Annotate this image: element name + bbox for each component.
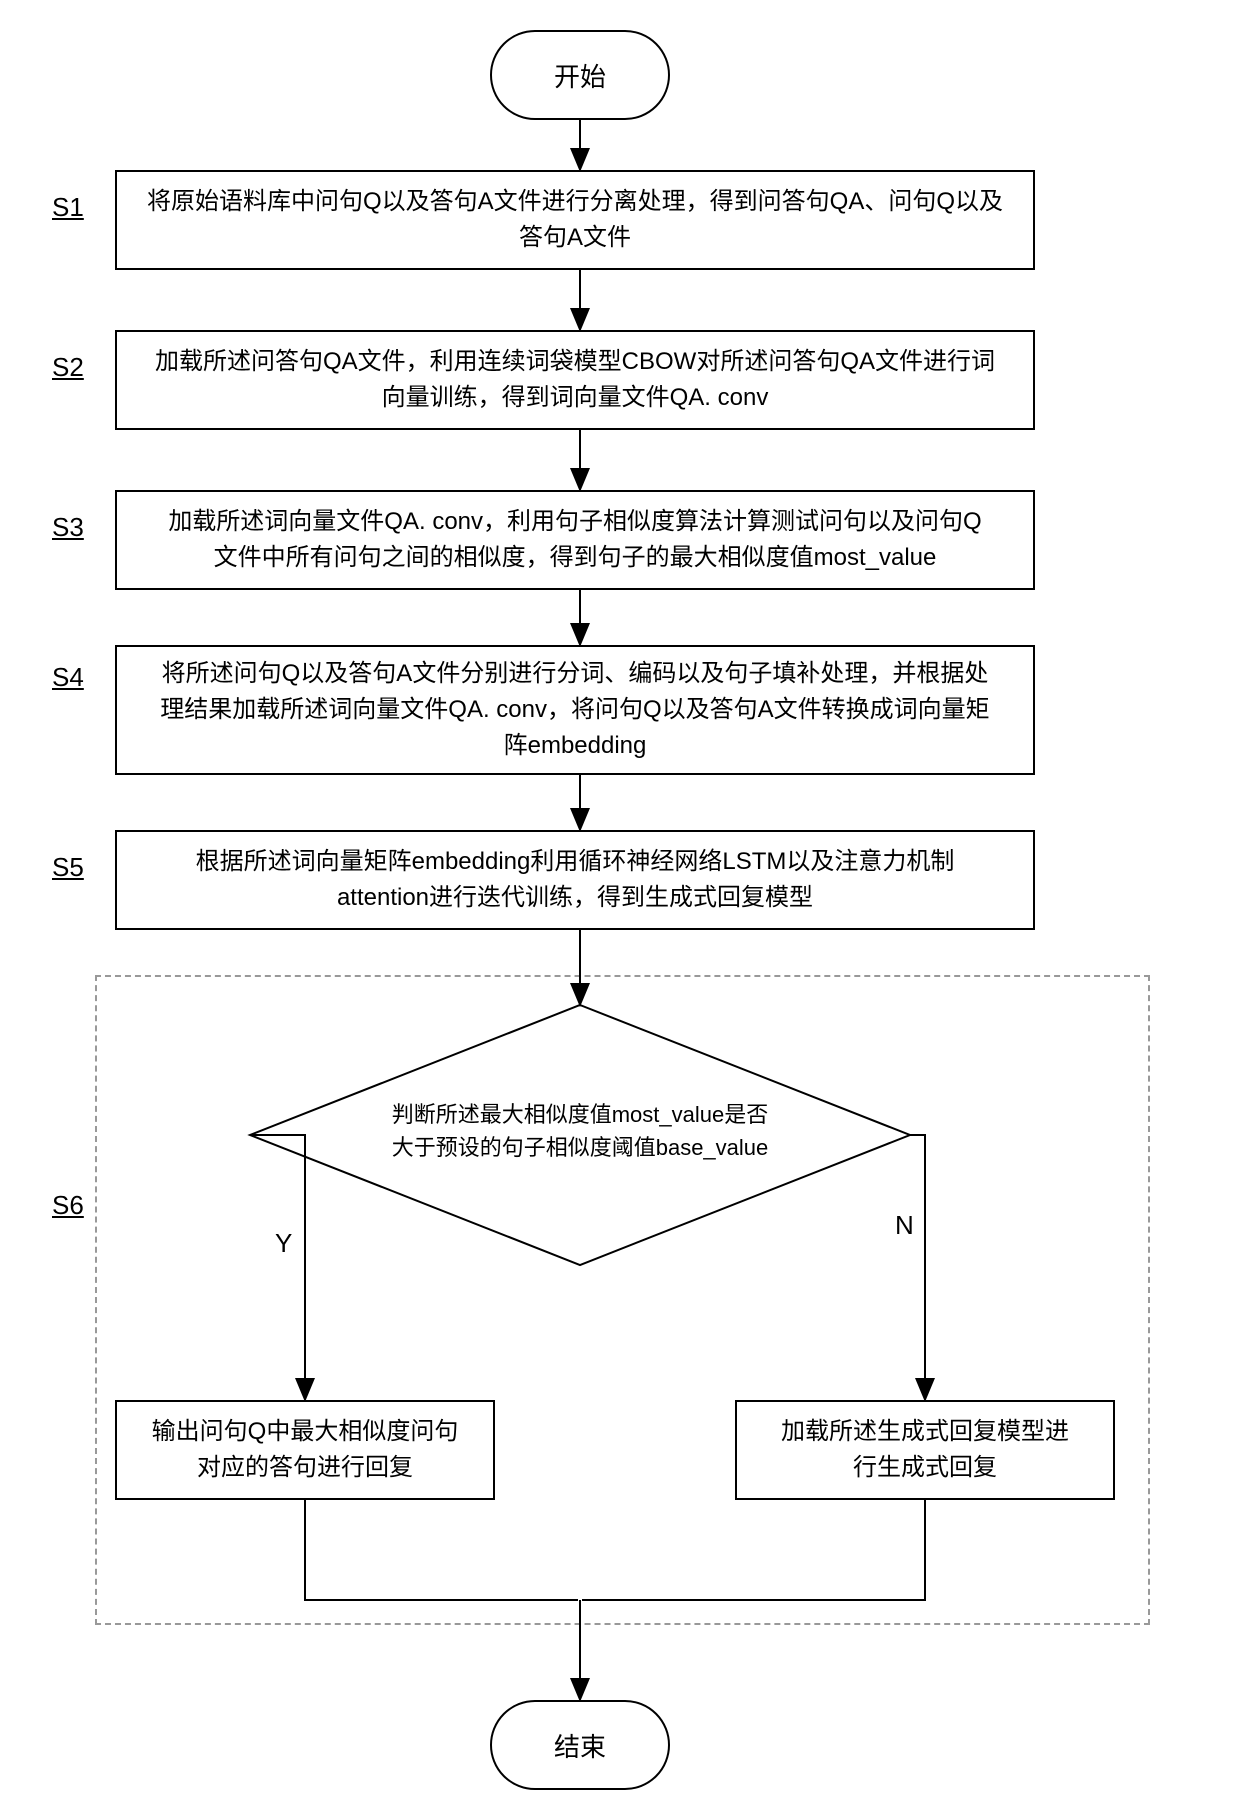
step-s2: 加载所述问答句QA文件，利用连续词袋模型CBOW对所述问答句QA文件进行词 向量… [115, 330, 1035, 430]
terminal-end-label: 结束 [554, 1727, 606, 1764]
terminal-start: 开始 [490, 30, 670, 120]
step-s4-text: 将所述问句Q以及答句A文件分别进行分词、编码以及句子填补处理，并根据处 理结果加… [160, 656, 989, 764]
s6-dashed-container [95, 975, 1150, 1625]
branch-y-text: 输出问句Q中最大相似度问句 对应的答句进行回复 [152, 1414, 459, 1486]
step-label-s2: S2 [52, 352, 84, 383]
step-s3: 加载所述词向量文件QA. conv，利用句子相似度算法计算测试问句以及问句Q 文… [115, 490, 1035, 590]
terminal-end: 结束 [490, 1700, 670, 1790]
branch-y-box: 输出问句Q中最大相似度问句 对应的答句进行回复 [115, 1400, 495, 1500]
step-s4: 将所述问句Q以及答句A文件分别进行分词、编码以及句子填补处理，并根据处 理结果加… [115, 645, 1035, 775]
step-label-s3: S3 [52, 512, 84, 543]
terminal-start-label: 开始 [554, 57, 606, 94]
step-s5: 根据所述词向量矩阵embedding利用循环神经网络LSTM以及注意力机制 at… [115, 830, 1035, 930]
step-s2-text: 加载所述问答句QA文件，利用连续词袋模型CBOW对所述问答句QA文件进行词 向量… [155, 344, 995, 416]
branch-n-text: 加载所述生成式回复模型进 行生成式回复 [781, 1414, 1069, 1486]
branch-n-label: N [895, 1210, 914, 1241]
step-s5-text: 根据所述词向量矩阵embedding利用循环神经网络LSTM以及注意力机制 at… [196, 844, 955, 916]
step-s1-text: 将原始语料库中问句Q以及答句A文件进行分离处理，得到问答句QA、问句Q以及 答句… [147, 184, 1003, 256]
branch-n-box: 加载所述生成式回复模型进 行生成式回复 [735, 1400, 1115, 1500]
step-label-s1: S1 [52, 192, 84, 223]
step-s3-text: 加载所述词向量文件QA. conv，利用句子相似度算法计算测试问句以及问句Q 文… [168, 504, 981, 576]
branch-y-label: Y [275, 1228, 292, 1259]
decision-text: 判断所述最大相似度值most_value是否 大于预设的句子相似度阈值base_… [392, 1102, 769, 1160]
step-label-s4: S4 [52, 662, 84, 693]
step-label-s6: S6 [52, 1190, 84, 1221]
step-label-s5: S5 [52, 852, 84, 883]
decision-text-wrap: 判断所述最大相似度值most_value是否 大于预设的句子相似度阈值base_… [360, 1098, 800, 1164]
step-s1: 将原始语料库中问句Q以及答句A文件进行分离处理，得到问答句QA、问句Q以及 答句… [115, 170, 1035, 270]
